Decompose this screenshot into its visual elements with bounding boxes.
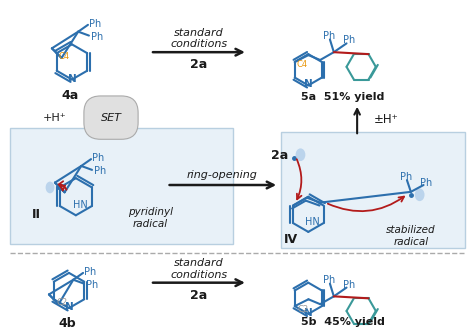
FancyBboxPatch shape (281, 132, 465, 248)
Text: Ph: Ph (91, 32, 103, 42)
FancyArrowPatch shape (328, 197, 404, 211)
FancyArrowPatch shape (60, 185, 65, 191)
Text: 4b: 4b (58, 317, 76, 330)
FancyBboxPatch shape (10, 128, 233, 244)
Text: Ph: Ph (343, 280, 356, 290)
Text: C2: C2 (57, 298, 68, 307)
Text: 5b  45% yield: 5b 45% yield (301, 317, 384, 327)
Text: C4: C4 (297, 60, 308, 69)
Text: Ph: Ph (86, 280, 98, 290)
Text: 5a  51% yield: 5a 51% yield (301, 92, 384, 102)
Text: stabilized
radical: stabilized radical (386, 225, 436, 247)
Text: C2: C2 (298, 304, 309, 313)
Text: SET: SET (100, 113, 121, 123)
Ellipse shape (46, 182, 55, 193)
Text: 4a: 4a (61, 89, 79, 102)
Text: N: N (304, 79, 313, 89)
Text: Ph: Ph (84, 267, 96, 277)
Text: ring-opening: ring-opening (187, 170, 258, 180)
Text: HN: HN (305, 217, 319, 227)
Text: 2a: 2a (190, 58, 208, 71)
Text: standard
conditions: standard conditions (170, 28, 228, 49)
Text: Ph: Ph (323, 31, 335, 41)
Text: 2a: 2a (271, 149, 288, 162)
FancyArrowPatch shape (59, 181, 66, 190)
Text: Ph: Ph (94, 166, 106, 176)
Text: HN: HN (73, 200, 88, 210)
Text: N: N (64, 302, 73, 312)
Text: Ph: Ph (89, 19, 101, 29)
Ellipse shape (296, 148, 305, 161)
Text: standard
conditions: standard conditions (170, 258, 228, 280)
Text: ±H⁺: ±H⁺ (374, 113, 399, 126)
Text: Ph: Ph (420, 178, 433, 188)
Text: C4: C4 (59, 51, 70, 60)
Text: Ph: Ph (343, 36, 356, 45)
Text: +H⁺: +H⁺ (43, 113, 66, 123)
Text: Ph: Ph (92, 153, 104, 163)
Text: Ph: Ph (323, 275, 335, 285)
Text: IV: IV (283, 233, 298, 246)
Text: N: N (304, 308, 313, 318)
FancyArrowPatch shape (297, 159, 301, 199)
Ellipse shape (415, 189, 425, 201)
Text: 2a: 2a (190, 289, 208, 302)
Text: II: II (32, 208, 41, 221)
Text: Ph: Ph (400, 172, 412, 182)
Text: pyridinyl
radical: pyridinyl radical (128, 208, 173, 229)
Text: N: N (68, 74, 76, 84)
